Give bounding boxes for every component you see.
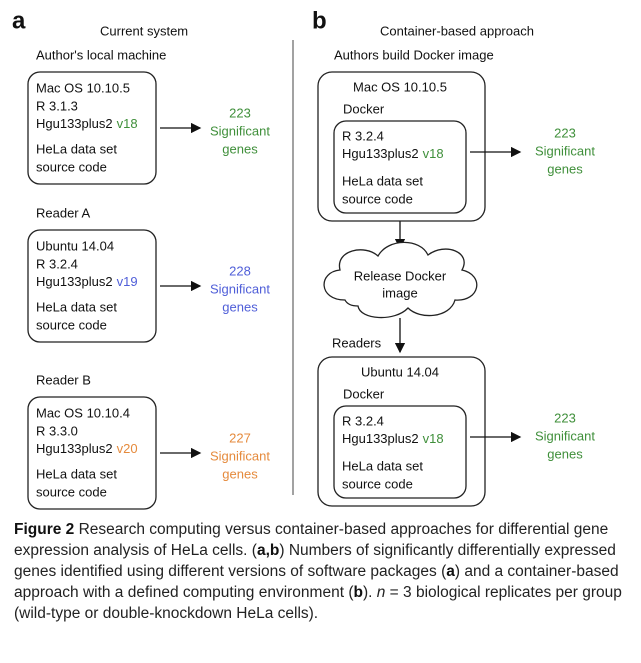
label: Significant	[535, 143, 595, 158]
package-line: Hgu133plus2 v18	[342, 146, 444, 161]
caption: Figure 2 Research computing versus conta…	[14, 519, 629, 624]
caption-text: ) and a container-based approach with a …	[14, 563, 619, 601]
box	[27, 396, 157, 510]
figure-label: Figure 2	[14, 521, 75, 538]
label: HeLa data set	[342, 173, 423, 188]
panel-label: b	[312, 7, 327, 34]
label: Reader B	[36, 372, 91, 387]
version: v18	[423, 146, 444, 161]
label: Significant	[535, 428, 595, 443]
label: 223	[554, 410, 576, 425]
label: 227	[229, 430, 251, 445]
version: v19	[117, 274, 138, 289]
label: 228	[229, 263, 251, 278]
package: Hgu133plus2	[342, 431, 419, 446]
label: Docker	[343, 386, 385, 401]
caption-text: b	[353, 584, 363, 601]
version: v18	[423, 431, 444, 446]
package: Hgu133plus2	[36, 116, 113, 131]
label: genes	[547, 446, 583, 461]
cloud-text: Release Docker	[354, 268, 447, 283]
caption-text: ) Numbers of significantly differentiall…	[14, 542, 616, 580]
label: Significant	[210, 281, 270, 296]
label: genes	[222, 299, 258, 314]
box	[27, 229, 157, 343]
caption-text: Research computing versus container-base…	[14, 521, 609, 559]
label: source code	[342, 191, 413, 206]
label: genes	[222, 141, 258, 156]
panel-title: Current system	[100, 23, 188, 38]
panel-a: Author's local machine Mac OS 10.10.5 R 3.…	[27, 47, 270, 510]
label: R 3.2.4	[36, 256, 78, 271]
label: source code	[36, 159, 107, 174]
label: genes	[222, 466, 258, 481]
caption-text: ).	[362, 584, 377, 601]
label: Mac OS 10.10.5	[353, 79, 447, 94]
figure: a Current system b Container-based appro…	[12, 7, 595, 510]
label: HeLa data set	[36, 299, 117, 314]
version: v20	[117, 441, 138, 456]
label: Authors build Docker image	[334, 47, 494, 62]
package: Hgu133plus2	[36, 274, 113, 289]
caption-text: a	[446, 563, 455, 580]
package-line: Hgu133plus2 v18	[36, 116, 138, 131]
label: 223	[229, 105, 251, 120]
package: Hgu133plus2	[342, 146, 419, 161]
label: Docker	[343, 101, 385, 116]
label: Ubuntu 14.04	[361, 364, 439, 379]
label: R 3.2.4	[342, 128, 384, 143]
label: Mac OS 10.10.5	[36, 80, 130, 95]
label: HeLa data set	[342, 458, 423, 473]
label: HeLa data set	[36, 466, 117, 481]
label: source code	[342, 476, 413, 491]
version: v18	[117, 116, 138, 131]
package-line: Hgu133plus2 v20	[36, 441, 138, 456]
panel-b: Release Docker image Authors build Docke…	[317, 47, 595, 507]
panel-label: a	[12, 7, 26, 34]
label: Reader A	[36, 205, 91, 220]
caption-text: n	[376, 584, 386, 601]
panel-title: Container-based approach	[380, 23, 534, 38]
label: Readers	[332, 335, 382, 350]
cloud	[323, 241, 478, 319]
label: Significant	[210, 123, 270, 138]
package-line: Hgu133plus2 v18	[342, 431, 444, 446]
cloud-text: image	[382, 285, 417, 300]
label: source code	[36, 484, 107, 499]
label: Ubuntu 14.04	[36, 238, 114, 253]
label: 223	[554, 125, 576, 140]
label: source code	[36, 317, 107, 332]
label: Author's local machine	[36, 47, 166, 62]
label: R 3.3.0	[36, 423, 78, 438]
inner-box	[333, 120, 467, 214]
label: genes	[547, 161, 583, 176]
label: HeLa data set	[36, 141, 117, 156]
label: Mac OS 10.10.4	[36, 405, 130, 420]
box	[27, 71, 157, 185]
caption-text: = 3 biological replicates per group (wil…	[14, 584, 622, 622]
inner-box	[333, 405, 467, 499]
package-line: Hgu133plus2 v19	[36, 274, 138, 289]
label: R 3.2.4	[342, 413, 384, 428]
label: R 3.1.3	[36, 98, 78, 113]
caption-text: a,b	[256, 542, 280, 559]
label: Significant	[210, 448, 270, 463]
package: Hgu133plus2	[36, 441, 113, 456]
